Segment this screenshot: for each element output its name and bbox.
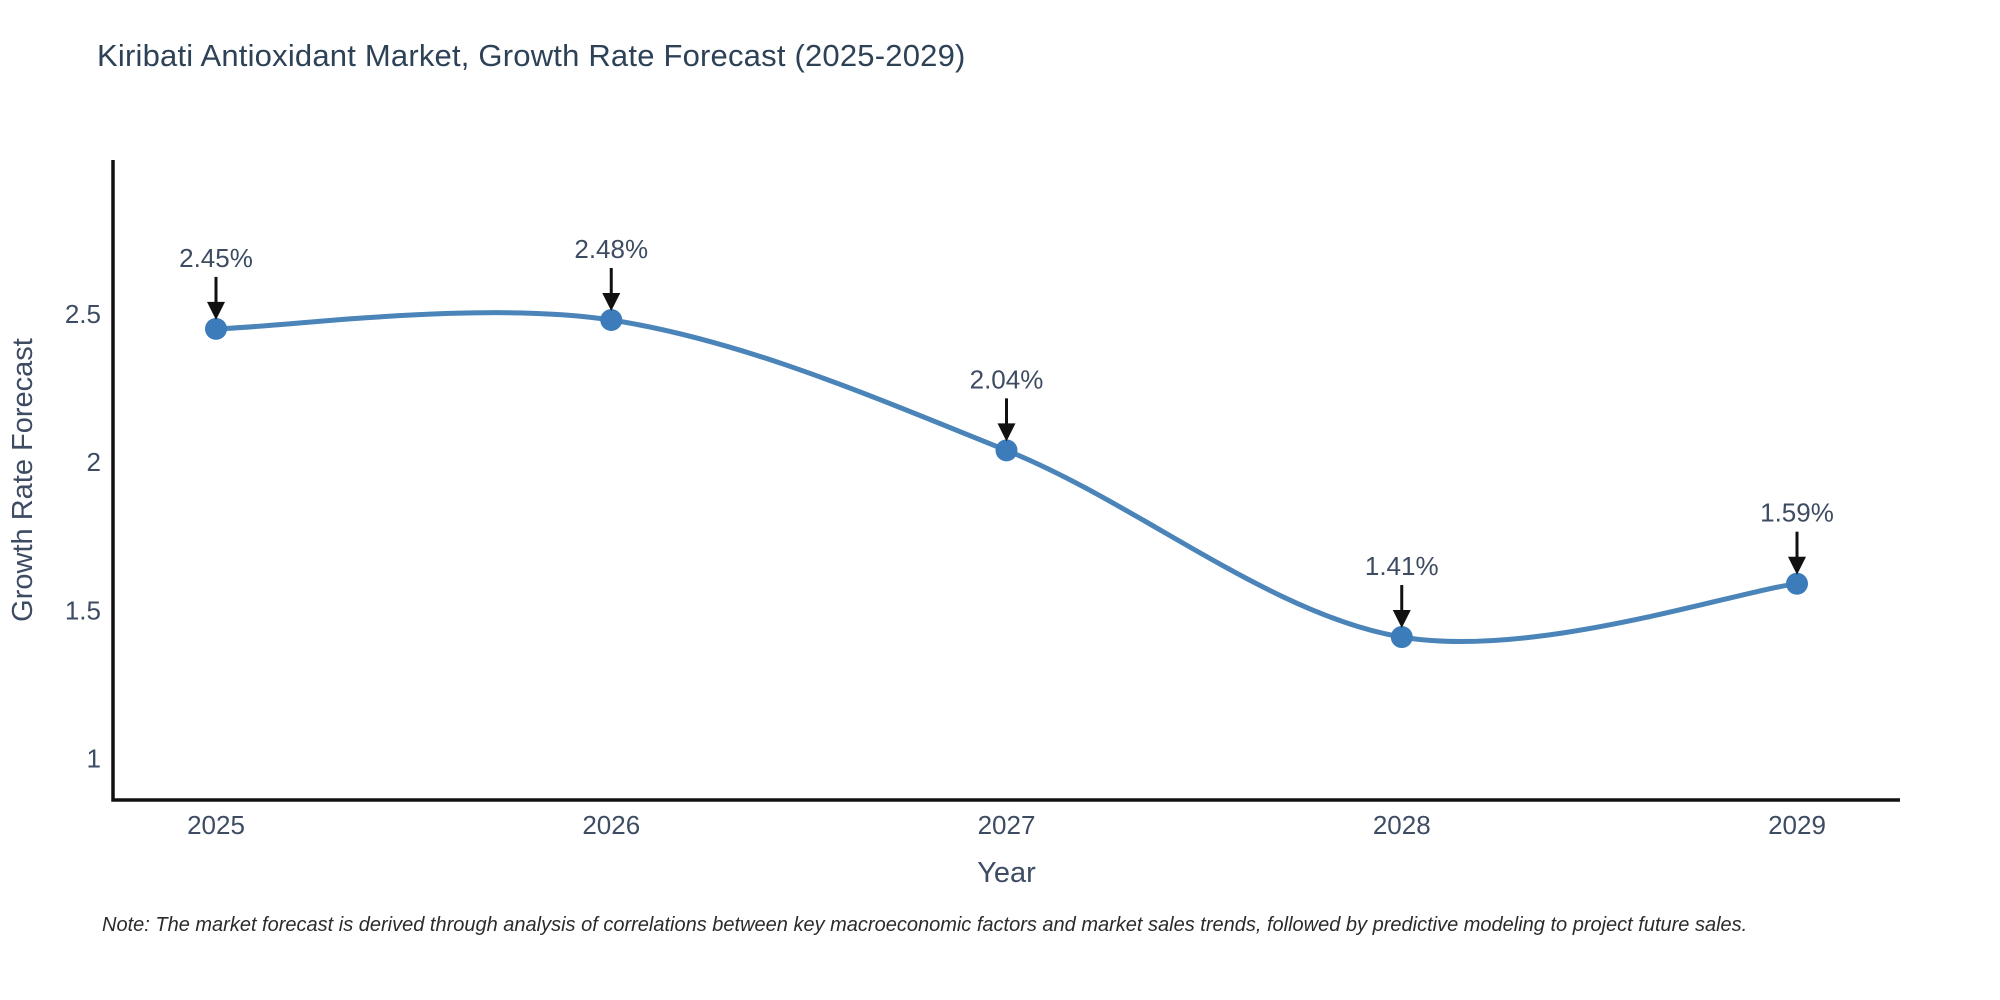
forecast-line xyxy=(213,310,1800,645)
y-tick-label: 1 xyxy=(87,744,101,774)
annotation-arrowhead xyxy=(602,293,621,311)
y-tick-label: 1.5 xyxy=(65,595,101,625)
data-point-marker[interactable] xyxy=(205,317,227,340)
annotation-arrowhead xyxy=(207,301,225,320)
data-point-marker[interactable] xyxy=(1786,572,1808,595)
data-point-label: 2.04% xyxy=(970,364,1044,394)
data-point-label: 2.48% xyxy=(574,234,648,264)
y-axis-title: Growth Rate Forecast xyxy=(7,338,39,622)
x-axis-title: Year xyxy=(977,857,1036,889)
annotation-arrowhead xyxy=(997,423,1016,442)
data-point-label: 1.59% xyxy=(1760,498,1834,528)
chart-title: Kiribati Antioxidant Market, Growth Rate… xyxy=(97,38,966,73)
data-point-marker[interactable] xyxy=(1390,626,1413,649)
x-tick-label: 2025 xyxy=(187,810,245,840)
annotation-arrowhead xyxy=(1392,610,1411,629)
x-tick-label: 2028 xyxy=(1373,810,1431,840)
data-point-marker[interactable] xyxy=(995,439,1018,462)
x-tick-label: 2029 xyxy=(1768,810,1826,840)
x-tick-label: 2026 xyxy=(582,810,640,840)
y-tick-label: 2.5 xyxy=(65,299,101,329)
data-point-marker[interactable] xyxy=(600,309,623,331)
annotation-arrowhead xyxy=(1788,556,1806,575)
x-tick-label: 2027 xyxy=(978,810,1036,840)
y-tick-label: 2 xyxy=(87,447,101,477)
axis-lines xyxy=(111,160,1900,802)
data-point-label: 1.41% xyxy=(1365,551,1439,581)
data-point-label: 2.45% xyxy=(179,243,253,273)
footnote: Note: The market forecast is derived thr… xyxy=(102,914,1748,936)
